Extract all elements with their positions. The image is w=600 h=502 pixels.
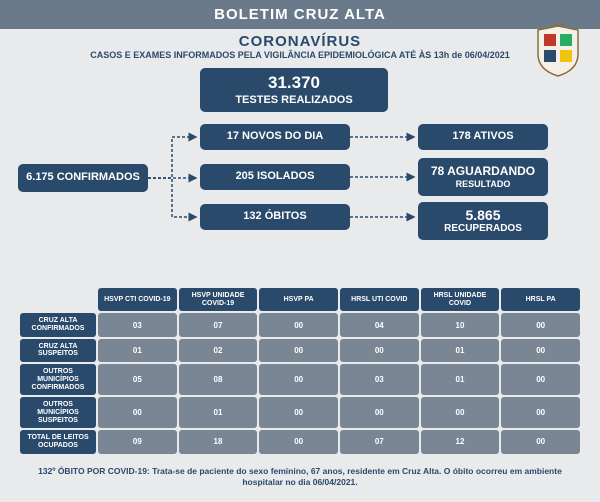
description: CASOS E EXAMES INFORMADOS PELA VIGILÂNCI… — [0, 50, 600, 60]
table-cell: 18 — [179, 430, 258, 453]
col-header: HSVP CTI COVID-19 — [98, 288, 177, 311]
table-cell: 00 — [259, 364, 338, 395]
table-cell: 00 — [501, 397, 580, 428]
table-cell: 12 — [421, 430, 500, 453]
table-cell: 03 — [340, 364, 419, 395]
tests-label: TESTES REALIZADOS — [235, 94, 352, 107]
box-new: 17 NOVOS DO DIA — [200, 124, 350, 150]
row-header: CRUZ ALTA SUSPEITOS — [20, 339, 96, 362]
table-cell: 09 — [98, 430, 177, 453]
table-cell: 05 — [98, 364, 177, 395]
recovered-number: 5.865 — [465, 207, 500, 224]
col-header: HRSL UNIDADE COVID — [421, 288, 500, 311]
footnote: 132º ÓBITO POR COVID-19: Trata-se de pac… — [30, 466, 570, 488]
table-cell: 10 — [421, 313, 500, 336]
table-cell: 01 — [421, 364, 500, 395]
table-cell: 01 — [421, 339, 500, 362]
subtitle: CORONAVÍRUS — [0, 33, 600, 50]
col-header: HRSL UTI COVID — [340, 288, 419, 311]
box-active: 178 ATIVOS — [418, 124, 548, 150]
box-isolated: 205 ISOLADOS — [200, 164, 350, 190]
table-cell: 02 — [179, 339, 258, 362]
table-cell: 00 — [501, 313, 580, 336]
recovered-label: RECUPERADOS — [444, 223, 522, 235]
table-cell: 03 — [98, 313, 177, 336]
row-header: CRUZ ALTA CONFIRMADOS — [20, 313, 96, 336]
table-cell: 00 — [98, 397, 177, 428]
box-tests: 31.370 TESTES REALIZADOS — [200, 68, 388, 112]
beds-table: HSVP CTI COVID-19 HSVP UNIDADE COVID-19 … — [18, 286, 582, 456]
flow-diagram: 31.370 TESTES REALIZADOS 6.175 CONFIRMAD… — [0, 68, 600, 278]
table-cell: 00 — [259, 430, 338, 453]
tests-number: 31.370 — [268, 73, 320, 93]
table-cell: 00 — [340, 339, 419, 362]
table-cell: 01 — [179, 397, 258, 428]
table-cell: 00 — [501, 364, 580, 395]
table-cell: 01 — [98, 339, 177, 362]
table-cell: 00 — [259, 397, 338, 428]
table-cell: 08 — [179, 364, 258, 395]
row-header: OUTROS MUNICÍPIOS SUSPEITOS — [20, 397, 96, 428]
table-cell: 07 — [179, 313, 258, 336]
table-row: OUTROS MUNICÍPIOS CONFIRMADOS05080003010… — [20, 364, 580, 395]
header-bar: BOLETIM CRUZ ALTA — [0, 0, 600, 29]
header-title: BOLETIM CRUZ ALTA — [214, 6, 386, 23]
table-cell: 00 — [259, 339, 338, 362]
table-row: CRUZ ALTA SUSPEITOS010200000100 — [20, 339, 580, 362]
col-header: HRSL PA — [501, 288, 580, 311]
table-row: CRUZ ALTA CONFIRMADOS030700041000 — [20, 313, 580, 336]
box-recovered: 5.865 RECUPERADOS — [418, 202, 548, 240]
row-header: OUTROS MUNICÍPIOS CONFIRMADOS — [20, 364, 96, 395]
blank-corner — [20, 288, 96, 311]
table-row: OUTROS MUNICÍPIOS SUSPEITOS000100000000 — [20, 397, 580, 428]
table-cell: 07 — [340, 430, 419, 453]
table-cell: 00 — [501, 430, 580, 453]
table-cell: 04 — [340, 313, 419, 336]
col-header: HSVP PA — [259, 288, 338, 311]
sub-header: CORONAVÍRUS CASOS E EXAMES INFORMADOS PE… — [0, 29, 600, 62]
col-header: HSVP UNIDADE COVID-19 — [179, 288, 258, 311]
awaiting-line2: RESULTADO — [456, 179, 511, 190]
awaiting-line1: 78 AGUARDANDO — [431, 164, 535, 178]
table-cell: 00 — [501, 339, 580, 362]
table-header-row: HSVP CTI COVID-19 HSVP UNIDADE COVID-19 … — [20, 288, 580, 311]
table-cell: 00 — [421, 397, 500, 428]
box-confirmed: 6.175 CONFIRMADOS — [18, 164, 148, 192]
table-cell: 00 — [340, 397, 419, 428]
box-deaths: 132 ÓBITOS — [200, 204, 350, 230]
table-cell: 00 — [259, 313, 338, 336]
box-awaiting: 78 AGUARDANDO RESULTADO — [418, 158, 548, 196]
table-row: TOTAL DE LEITOS OCUPADOS091800071200 — [20, 430, 580, 453]
beds-table-wrap: HSVP CTI COVID-19 HSVP UNIDADE COVID-19 … — [18, 286, 582, 456]
row-header: TOTAL DE LEITOS OCUPADOS — [20, 430, 96, 453]
